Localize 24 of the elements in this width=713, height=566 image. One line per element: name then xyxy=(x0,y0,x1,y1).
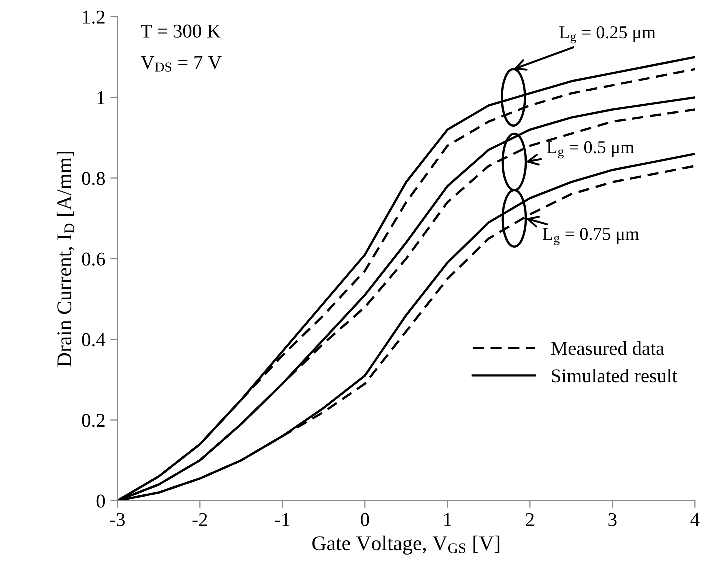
y-tick-label: 0.4 xyxy=(82,333,106,347)
legend-label: Simulated result xyxy=(552,368,678,383)
x-tick-label: -3 xyxy=(110,513,125,526)
annotation: L$_{g}$ = 0.25 μm xyxy=(560,26,656,44)
y-tick-label: 0.2 xyxy=(82,414,105,428)
y-tick-label: 1.2 xyxy=(83,10,105,24)
annotation: L$_{g}$ = 0.75 μm xyxy=(543,228,640,246)
x-tick-label: 0 xyxy=(361,513,370,526)
x-tick-label: 2 xyxy=(526,513,534,526)
y-tick-label: 0.8 xyxy=(82,172,106,186)
x-tick-label: -2 xyxy=(192,513,208,526)
y-tick-label: 0.6 xyxy=(82,252,106,266)
annotation: T = 300 K xyxy=(141,24,221,38)
x-tick-label: 4 xyxy=(690,513,700,526)
y-axis-title: Drain Current, I$_{D}$ [A/mm] xyxy=(56,152,75,367)
annotation: V$_{DS}$ = 7 V xyxy=(140,56,222,72)
x-tick-label: 3 xyxy=(608,513,617,526)
annotation: L$_{g}$ = 0.5 μm xyxy=(547,141,634,159)
legend-label: Measured data xyxy=(551,342,664,356)
y-tick-label: 1 xyxy=(98,92,105,104)
y-tick-label: 0 xyxy=(96,494,106,508)
x-tick-label: -1 xyxy=(275,513,290,526)
x-tick-label: 1 xyxy=(444,513,452,526)
x-axis-title: Gate Voltage, V$_{GS}$ [V] xyxy=(312,536,500,555)
